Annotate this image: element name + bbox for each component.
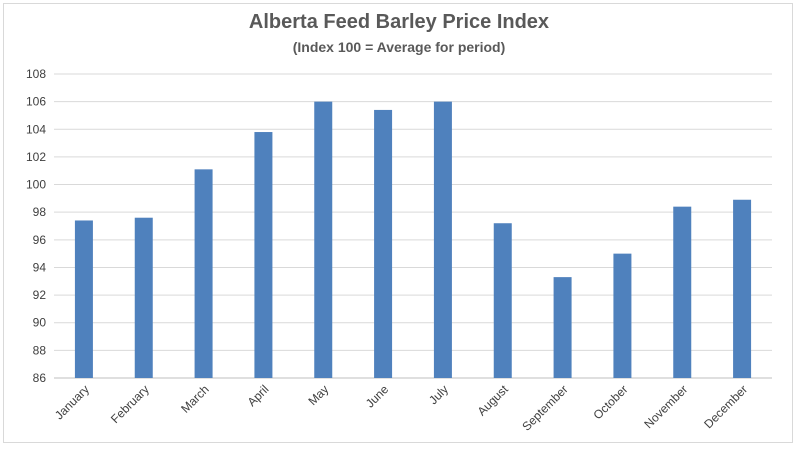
gridlines [54,73,772,379]
y-tick-label: 106 [26,95,46,109]
y-tick-label: 88 [33,343,47,357]
x-tick-label: March [178,382,211,415]
chart-subtitle: (Index 100 = Average for period) [293,39,506,55]
chart-frame: Alberta Feed Barley Price Index (Index 1… [3,3,793,443]
y-tick-label: 108 [26,67,46,81]
x-tick-label: January [52,382,92,422]
y-tick-label: 104 [26,122,46,136]
x-tick-label: February [108,382,152,426]
bar-july [433,101,452,379]
x-tick-label: June [363,382,392,411]
bars [74,101,752,379]
x-tick-label: October [590,382,630,422]
x-tick-label: August [475,382,512,419]
chart-title: Alberta Feed Barley Price Index [249,11,549,33]
x-tick-label: December [701,382,750,431]
bar-march [194,169,213,378]
bar-april [254,132,273,378]
y-tick-label: 98 [33,205,47,219]
bar-november [673,206,692,378]
x-tick-label: July [426,382,451,407]
y-tick-label: 90 [33,316,47,330]
y-tick-label: 92 [33,288,47,302]
x-tick-label: September [519,382,570,433]
bar-september [553,277,572,378]
x-tick-label: November [641,382,690,431]
bar-december [733,199,752,378]
bar-chart: Alberta Feed Barley Price Index (Index 1… [26,11,772,434]
bar-october [613,253,632,378]
y-tick-label: 96 [33,233,47,247]
bar-january [74,220,93,378]
y-tick-label: 102 [26,150,46,164]
y-tick-label: 100 [26,178,46,192]
y-tick-label: 86 [33,371,47,385]
y-axis-tick-labels: 108 106 104 102 100 98 96 94 92 90 88 86 [26,67,46,385]
y-tick-label: 94 [33,260,47,274]
bar-june [374,109,393,378]
x-tick-label: April [245,382,272,409]
x-axis-tick-labels: January February March April May June July Augu… [52,382,750,434]
bar-may [314,101,333,379]
bar-february [134,217,153,378]
x-tick-label: May [305,382,331,408]
bar-august [493,223,512,378]
